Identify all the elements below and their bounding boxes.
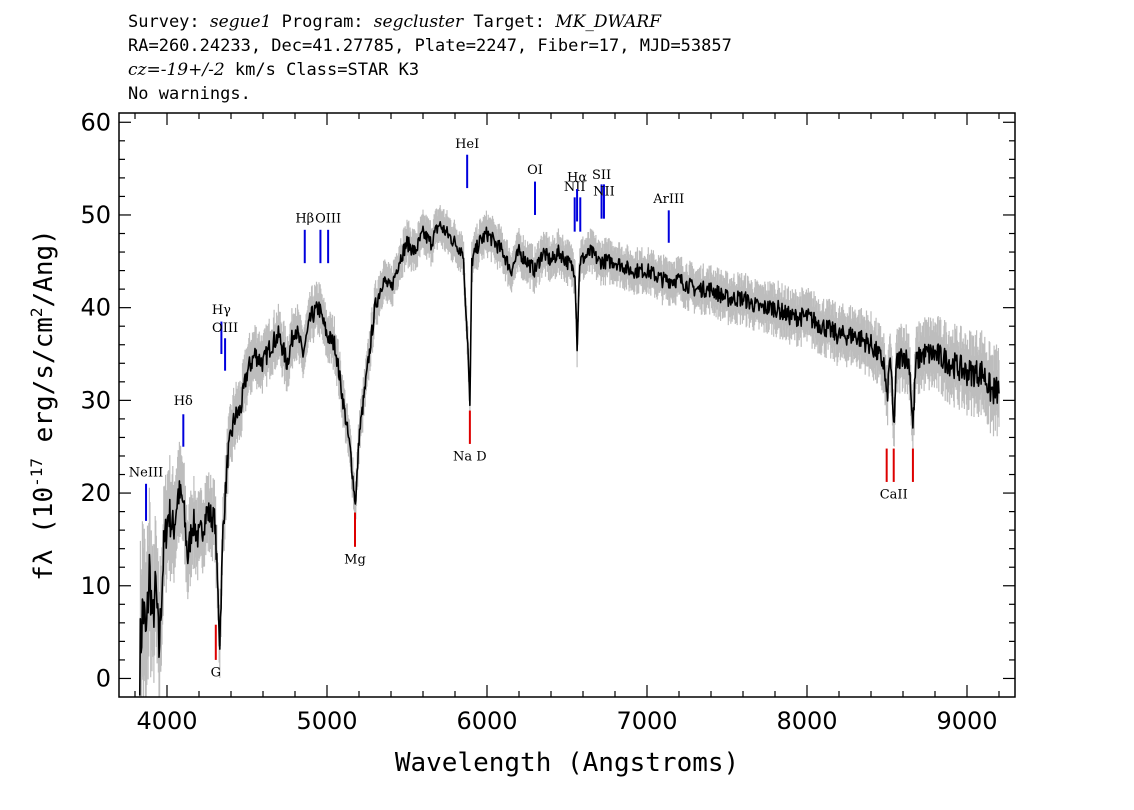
y-axis-title-exponent: -17 xyxy=(27,458,46,487)
x-tick-label: 8000 xyxy=(776,707,837,735)
spectral-line-label: Na D xyxy=(453,450,487,465)
header-line-redshift: cz=-19+/-2 km/s Class=STAR K3 xyxy=(128,58,732,82)
spectrum-header: Survey: segue1 Program: segcluster Targe… xyxy=(128,10,732,106)
error-band-0 xyxy=(139,205,1000,697)
y-axis-title-mid: erg/s/cm xyxy=(29,317,59,458)
axes-layer xyxy=(118,112,1016,698)
x-tick-label: 6000 xyxy=(456,707,517,735)
target-value: MK_DWARF xyxy=(555,12,662,32)
y-tick-label: 50 xyxy=(80,201,111,229)
y-tick-label: 10 xyxy=(80,572,111,600)
cz-class-text: km/s Class=STAR K3 xyxy=(224,60,420,80)
header-line-warnings: No warnings. xyxy=(128,84,251,104)
spectral-line-label: OIII xyxy=(315,211,341,226)
program-value: segcluster xyxy=(373,12,464,32)
spectral-line-label: NII xyxy=(593,185,615,200)
x-tick-label: 7000 xyxy=(616,707,677,735)
axis-labels-layer: 4000 5000 6000 7000 8000 9000 0 10 20 30 40 50 60 Wav… xyxy=(27,108,998,778)
target-label: Target: xyxy=(473,12,546,32)
spectral-line-label: Mg xyxy=(344,553,366,568)
y-axis-title-prefix: fλ (10 xyxy=(29,487,59,581)
y-axis-title-suffix: /Ang) xyxy=(29,229,59,307)
spectral-line-label: SII xyxy=(592,168,611,183)
y-tick-label: 60 xyxy=(80,108,111,136)
spectral-line-label: CaII xyxy=(880,488,908,503)
error-band-layer xyxy=(139,205,1000,697)
spectral-line-label: OI xyxy=(527,163,543,178)
spectral-line-label: Hδ xyxy=(174,394,193,409)
cz-label: cz= xyxy=(128,60,161,80)
spectral-line-label: Hα xyxy=(567,171,587,186)
plot-frame xyxy=(118,112,1016,698)
flux-series-layer xyxy=(139,221,1000,696)
flux-line-0 xyxy=(139,221,1000,696)
y-axis-title: fλ (10-17 erg/s/cm2/Ang) xyxy=(27,229,59,581)
x-axis-title: Wavelength (Angstroms) xyxy=(395,748,739,778)
header-line-survey: Survey: segue1 Program: segcluster Targe… xyxy=(128,10,732,34)
spectral-line-label: Hβ xyxy=(295,211,314,226)
spectral-line-label: ArIII xyxy=(652,192,684,207)
survey-value: segue1 xyxy=(209,12,272,32)
spectral-line-label: Hγ xyxy=(212,303,231,318)
spectral-line-label: HeI xyxy=(455,137,479,152)
x-tick-label: 4000 xyxy=(136,707,197,735)
y-tick-label: 0 xyxy=(96,664,111,692)
spectral-line-label: NeIII xyxy=(129,465,163,480)
program-label: Program: xyxy=(281,12,364,32)
y-tick-label: 20 xyxy=(80,479,111,507)
spectral-line-label: OIII xyxy=(212,321,238,336)
cz-value: -19+/-2 xyxy=(160,60,225,80)
spectral-line-label: NII xyxy=(564,180,586,195)
x-tick-label: 5000 xyxy=(296,707,357,735)
spectral-line-label: G xyxy=(211,666,221,681)
x-tick-label: 9000 xyxy=(936,707,997,735)
y-axis-title-exponent2: 2 xyxy=(27,307,46,317)
y-tick-label: 30 xyxy=(80,386,111,414)
header-line-coordinates: RA=260.24233, Dec=41.27785, Plate=2247, … xyxy=(128,36,732,56)
y-tick-label: 40 xyxy=(80,294,111,322)
survey-label: Survey: xyxy=(128,12,200,32)
